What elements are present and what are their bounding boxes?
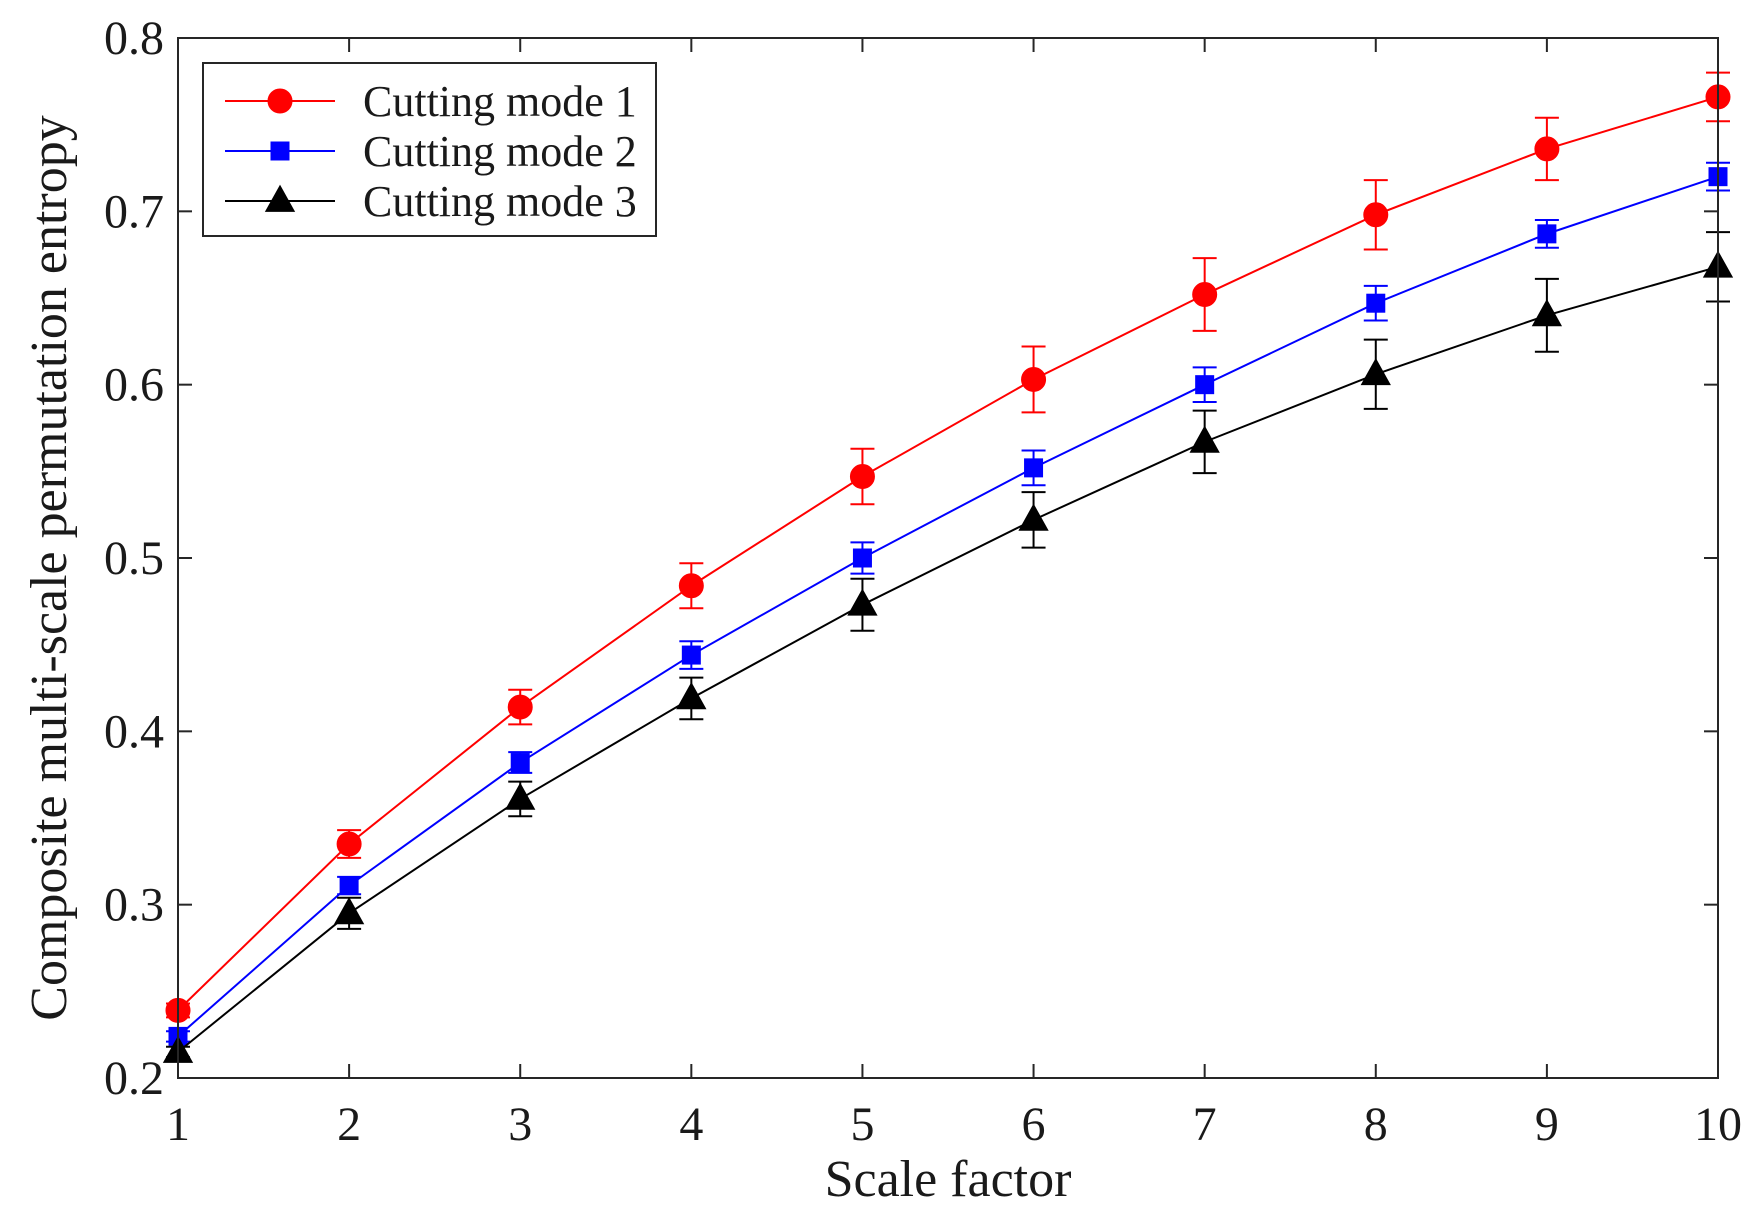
data-point: [1360, 357, 1391, 386]
data-point: [849, 464, 875, 490]
data-point: [1363, 202, 1389, 228]
data-point: [1189, 425, 1220, 453]
x-tick-label: 6: [1022, 1098, 1046, 1151]
x-tick-label: 10: [1694, 1098, 1742, 1151]
data-point: [681, 645, 701, 665]
data-point: [1531, 298, 1563, 327]
y-axis-title: Composite multi-scale permutation entrop…: [21, 115, 78, 1020]
series-line: [177, 175, 1719, 1038]
data-point: [847, 588, 878, 616]
y-tick-label: 0.3: [104, 879, 164, 932]
legend-marker: [264, 184, 296, 212]
legend-label: Cutting mode 3: [363, 177, 637, 226]
legend-marker: [267, 88, 293, 114]
legend-item: Cutting mode 3: [225, 177, 637, 226]
x-tick-label: 3: [508, 1098, 532, 1151]
x-tick-label: 2: [337, 1098, 361, 1151]
legend-item: Cutting mode 2: [225, 127, 637, 176]
x-tick-label: 4: [679, 1098, 703, 1151]
y-tick-label: 0.5: [104, 532, 164, 585]
series-2: [166, 161, 1730, 1046]
data-point: [333, 896, 365, 925]
y-tick-label: 0.7: [104, 185, 164, 238]
y-tick-label: 0.6: [104, 359, 164, 412]
x-tick-label: 9: [1535, 1098, 1559, 1151]
x-axis-title: Scale factor: [825, 1151, 1072, 1208]
data-point: [1018, 503, 1049, 531]
y-tick-label: 0.4: [104, 705, 164, 758]
y-tick-label: 0.8: [104, 12, 164, 65]
y-tick-label: 0.2: [104, 1052, 164, 1105]
data-point: [852, 548, 872, 568]
series-1: [165, 71, 1731, 1023]
legend-item: Cutting mode 1: [225, 77, 637, 126]
data-point: [678, 573, 704, 599]
data-point: [510, 753, 530, 773]
data-point: [1537, 224, 1557, 244]
series-3: [162, 231, 1734, 1063]
ticks-layer: 1 2 3 4 5 6 7 8 9 10 0.2 0.3 0.4 0.5 0.6 0.7 0.8: [104, 12, 1742, 1151]
data-point: [507, 694, 533, 720]
data-point: [505, 782, 536, 810]
data-point: [1534, 136, 1560, 162]
data-point: [336, 831, 362, 857]
x-tick-label: 1: [166, 1098, 190, 1151]
data-point: [1021, 366, 1047, 392]
x-tick-label: 8: [1364, 1098, 1388, 1151]
data-point: [1192, 282, 1218, 308]
series-line: [177, 265, 1719, 1053]
data-point: [1195, 375, 1215, 395]
legend-marker: [270, 141, 290, 161]
data-point: [676, 682, 707, 710]
data-point: [1024, 458, 1044, 478]
series-line: [177, 95, 1719, 1012]
data-point: [339, 876, 359, 896]
x-tick-label: 5: [850, 1098, 874, 1151]
legend-label: Cutting mode 2: [363, 127, 637, 176]
legend-label: Cutting mode 1: [363, 77, 637, 126]
x-tick-label: 7: [1193, 1098, 1217, 1151]
data-point: [1366, 293, 1386, 313]
